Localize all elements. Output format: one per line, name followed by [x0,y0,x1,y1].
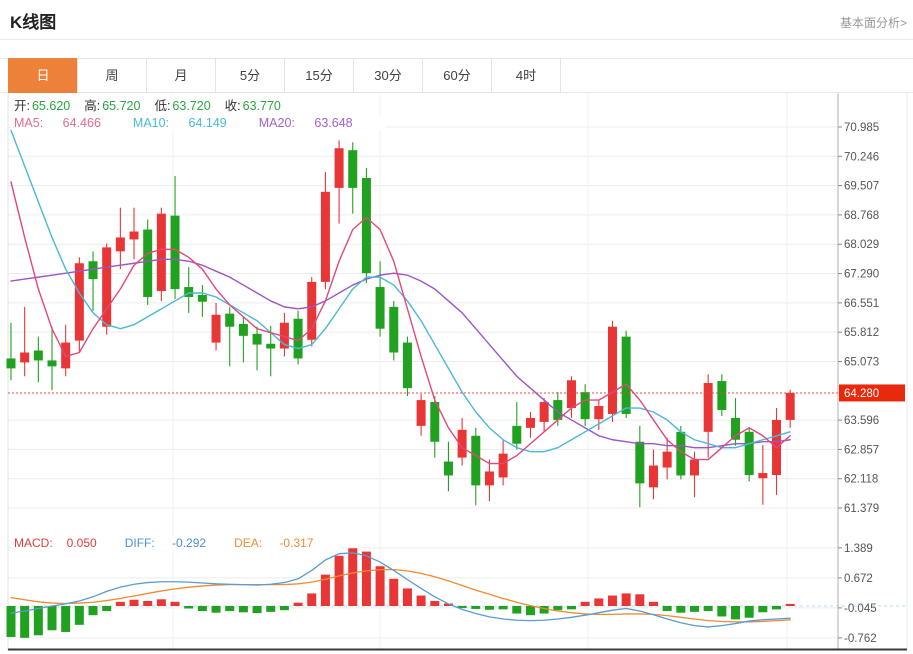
svg-text:70.985: 70.985 [844,122,879,134]
macd-indicator-chart[interactable]: 1.389 0.672 -0.045 -0.762 [0,520,913,654]
main-candlestick-chart[interactable]: 64.280 70.985 70.246 69.507 68.768 68.029 67.2… [0,93,913,520]
high-value: 65.720 [102,99,141,113]
macd-lines-layer [10,552,791,628]
high-label: 高: [84,99,101,113]
tab-5min[interactable]: 5分 [215,58,285,93]
diff-line [10,552,791,628]
svg-text:-0.762: -0.762 [844,633,877,645]
tab-month[interactable]: 月 [146,58,216,93]
tab-day[interactable]: 日 [8,58,78,93]
page-title: K线图 [10,13,57,32]
svg-text:0.672: 0.672 [844,573,873,585]
low-label: 低: [154,99,171,113]
current-price-line: 64.280 [8,384,905,402]
ma20-legend: MA20: 63.648 [258,116,353,130]
macd-legend: MACD: 0.050 DIFF: -0.292 DEA: -0.317 [14,536,342,550]
svg-text:62.857: 62.857 [844,444,879,456]
close-value: 63.770 [242,99,281,113]
svg-text:-0.045: -0.045 [844,603,877,615]
svg-text:63.596: 63.596 [844,415,879,427]
ma5-line [10,181,791,465]
svg-text:1.389: 1.389 [844,543,873,555]
header-divider [0,39,913,40]
interval-tab-bar: 日周月 5分 15分 30分 60分 4时 [8,58,561,93]
diff-value-legend: DIFF: -0.292 [124,536,207,550]
svg-text:65.812: 65.812 [844,327,879,339]
tab-30min[interactable]: 30分 [353,58,423,93]
open-label: 开: [14,99,30,113]
ma-legend: MA5: 64.466 MA10: 64.149 MA20: 63.648 [14,116,385,130]
macd-axis: 1.389 0.672 -0.045 -0.762 [8,520,907,651]
macd-value-legend: MACD: 0.050 [14,536,97,550]
dea-value-legend: DEA: -0.317 [234,536,314,550]
svg-text:62.118: 62.118 [844,474,878,486]
macd-histogram [6,548,795,638]
tab-60min[interactable]: 60分 [422,58,492,93]
ma10-legend: MA10: 64.149 [132,116,227,130]
svg-text:68.768: 68.768 [844,210,879,222]
svg-text:68.029: 68.029 [844,239,879,251]
svg-text:65.073: 65.073 [844,356,879,368]
ma20-line [10,258,791,449]
ohlc-legend: 开: 65.620 高: 65.720 低: 63.720 收: 63.770 [14,95,295,114]
open-value: 65.620 [31,99,71,113]
svg-text:69.507: 69.507 [844,181,879,193]
dea-line [10,568,791,623]
tab-4hour[interactable]: 4时 [491,58,561,93]
svg-text:66.551: 66.551 [844,298,879,310]
ma10-line [10,129,791,453]
candles-layer [6,140,795,508]
current-price-badge [839,384,905,402]
tab-15min[interactable]: 15分 [284,58,354,93]
close-label: 收: [224,99,241,113]
tab-week[interactable]: 周 [77,58,147,93]
main-price-axis: 70.985 70.246 69.507 68.768 68.029 67.290 66.5… [837,93,879,520]
ma-lines-layer [10,129,791,465]
svg-text:70.246: 70.246 [844,151,879,163]
fundamental-analysis-link[interactable]: 基本面分析> [839,16,907,30]
svg-text:67.290: 67.290 [844,269,879,281]
ma5-legend: MA5: 64.466 [14,116,101,130]
svg-text:64.280: 64.280 [844,388,879,400]
svg-text:61.379: 61.379 [844,503,879,515]
low-value: 63.720 [172,99,211,113]
